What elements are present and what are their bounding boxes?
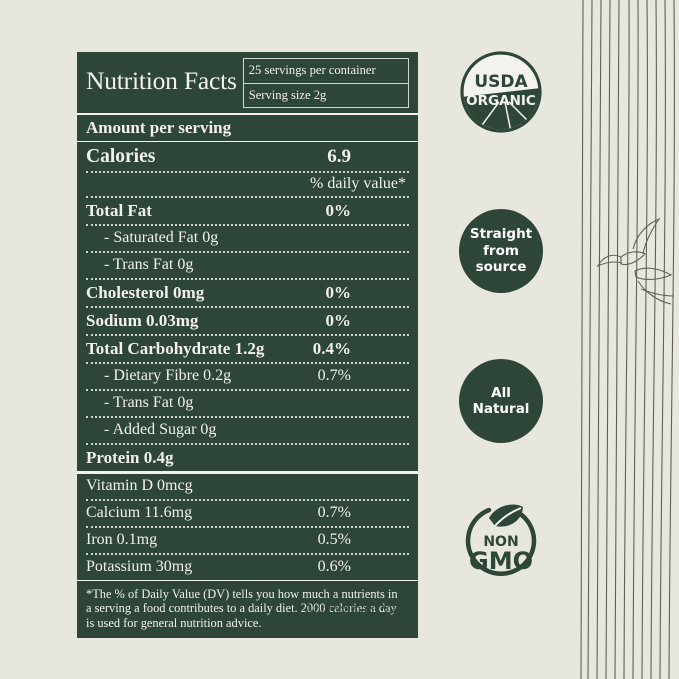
table-row: Iron 0.1mg 0.5%: [77, 528, 418, 553]
table-row: Protein 0.4g: [77, 445, 418, 471]
nutrient-name: Calcium 11.6mg: [86, 503, 193, 521]
serving-info: 25 servings per container Serving size 2…: [242, 56, 409, 109]
badge-line-3: source: [475, 259, 527, 276]
divider: [77, 141, 418, 143]
nutrient-name: - Trans Fat 0g: [104, 393, 194, 411]
nutrient-name: - Saturated Fat 0g: [104, 228, 219, 246]
servings-per-container: 25 servings per container: [242, 58, 409, 84]
divider: [86, 223, 409, 226]
divider: [86, 498, 409, 501]
nutrient-name: - Added Sugar 0g: [104, 420, 217, 438]
usda-organic-badge: USDA ORGANIC: [459, 50, 543, 139]
table-row: - Saturated Fat 0g: [77, 226, 418, 251]
nutrient-dv: 0%: [325, 310, 352, 330]
divider: [77, 579, 418, 581]
nutrient-dv: 0.5%: [317, 530, 351, 548]
nutrient-dv: 0.7%: [317, 366, 351, 384]
table-row: Vitamin D 0mcg: [77, 474, 418, 499]
divider: [86, 361, 409, 364]
table-row: - Trans Fat 0g: [77, 253, 418, 278]
table-row: - Added Sugar 0g: [77, 418, 418, 443]
calories-value: 6.9: [327, 146, 351, 168]
nutrient-dv: 0.4%: [312, 338, 351, 358]
table-row: Cholesterol 0mg 0%: [77, 280, 418, 306]
divider: [86, 250, 409, 253]
table-row: Sodium 0.03mg 0%: [77, 308, 418, 334]
table-row: Potassium 30mg 0.6%: [77, 555, 418, 580]
panel-header: Nutrition Facts 25 servings per containe…: [77, 52, 418, 109]
nutrient-name: Cholesterol 0mg: [86, 282, 205, 302]
all-natural-circle: All Natural: [459, 359, 543, 443]
divider: [86, 195, 409, 198]
nutrient-dv: 0%: [325, 282, 352, 302]
amount-per-serving-heading: Amount per serving: [77, 113, 418, 141]
divider: [86, 333, 409, 336]
organic-text: ORGANIC: [466, 93, 536, 109]
nutrient-dv: 0%: [325, 200, 352, 220]
straight-from-source-circle: Straight from source: [459, 209, 543, 293]
non-gmo-badge: NON GMO: [459, 499, 543, 588]
nutrient-name: Sodium 0.03mg: [86, 310, 199, 330]
divider: [86, 442, 409, 445]
divider: [86, 305, 409, 308]
badge-line-1: All: [491, 384, 511, 401]
table-row: Calcium 11.6mg 0.7%: [77, 501, 418, 526]
daily-value-footnote: *The % of Daily Value (DV) tells you how…: [86, 586, 398, 630]
table-row: Total Fat 0%: [77, 198, 418, 224]
badge-line-2: Natural: [472, 401, 530, 417]
plant-illustration: [575, 0, 679, 679]
nutrition-facts-panel: Nutrition Facts 25 servings per containe…: [77, 52, 418, 639]
calories-row: Calories 6.9: [77, 142, 418, 171]
divider: [86, 552, 409, 555]
table-row: - Trans Fat 0g: [77, 391, 418, 416]
divider: [86, 277, 409, 280]
nutrient-name: - Trans Fat 0g: [104, 255, 194, 273]
page-title: Nutrition Facts: [86, 66, 237, 95]
usda-text: USDA: [474, 72, 528, 92]
divider: [86, 170, 409, 173]
table-row: - Dietary Fibre 0.2g 0.7%: [77, 364, 418, 389]
all-natural-badge: All Natural: [459, 359, 543, 443]
divider: [86, 388, 409, 391]
nutrient-name: Protein 0.4g: [86, 447, 174, 467]
nutrient-name: Total Carbohydrate 1.2g: [86, 338, 265, 358]
non-gmo-icon: NON GMO: [465, 504, 537, 576]
gmo-text: GMO: [469, 547, 533, 575]
badge-line-1: Straight: [469, 226, 533, 243]
divider: [86, 415, 409, 418]
calories-label: Calories: [86, 146, 156, 168]
nutrient-name: Vitamin D 0mcg: [86, 476, 193, 494]
approximate-values-note: *Approximate Values: [296, 602, 418, 617]
serving-size: Serving size 2g: [242, 83, 409, 109]
non-text: NON: [483, 534, 518, 550]
nutrient-name: Iron 0.1mg: [86, 530, 158, 548]
nutrient-name: Potassium 30mg: [86, 557, 193, 575]
nutrient-name: Total Fat: [86, 200, 152, 220]
usda-organic-icon: USDA ORGANIC: [460, 51, 542, 133]
divider: [86, 525, 409, 528]
nutrient-name: - Dietary Fibre 0.2g: [104, 366, 232, 384]
badge-line-2: from: [483, 242, 519, 259]
table-row: Total Carbohydrate 1.2g 0.4%: [77, 336, 418, 362]
divider: [77, 470, 418, 474]
daily-value-header: % daily value*: [310, 174, 406, 192]
nutrient-dv: 0.7%: [317, 503, 351, 521]
straight-from-source-badge: Straight from source: [459, 209, 543, 293]
nutrient-dv: 0.6%: [317, 557, 351, 575]
